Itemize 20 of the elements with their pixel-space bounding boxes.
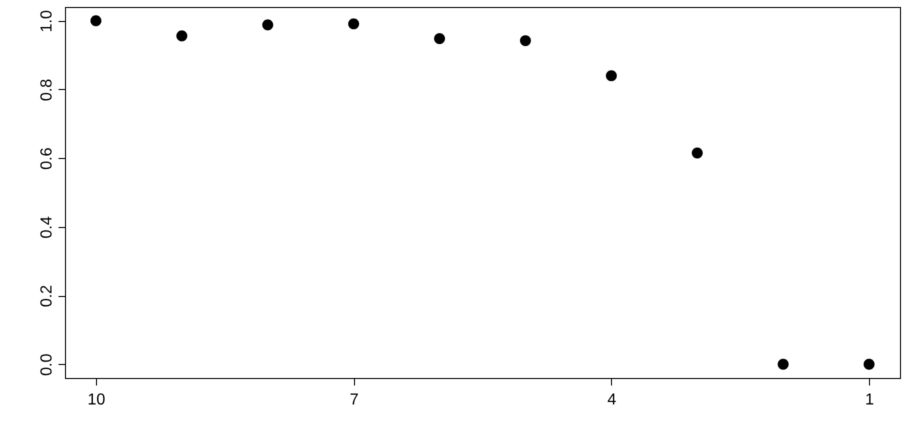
x-tick-label: 1 — [865, 392, 874, 408]
point — [606, 70, 617, 82]
point — [90, 15, 102, 26]
x-tick-label: 4 — [607, 392, 616, 408]
point — [262, 19, 274, 30]
point — [434, 33, 446, 44]
point — [778, 358, 789, 370]
point — [176, 30, 188, 42]
y-tick-label: 0.0 — [38, 354, 56, 376]
y-tick-label: 0.8 — [38, 78, 56, 102]
point — [864, 358, 875, 370]
y-tick-label: 0.6 — [38, 147, 56, 170]
point — [692, 148, 703, 158]
point — [520, 35, 531, 46]
y-tick-label: 0.4 — [38, 216, 56, 238]
x-tick-label: 10 — [88, 392, 106, 408]
y-tick-label: 0.2 — [38, 284, 56, 308]
x-tick-label: 7 — [350, 392, 359, 408]
y-tick-label: 1.0 — [38, 10, 56, 32]
point — [348, 18, 360, 30]
